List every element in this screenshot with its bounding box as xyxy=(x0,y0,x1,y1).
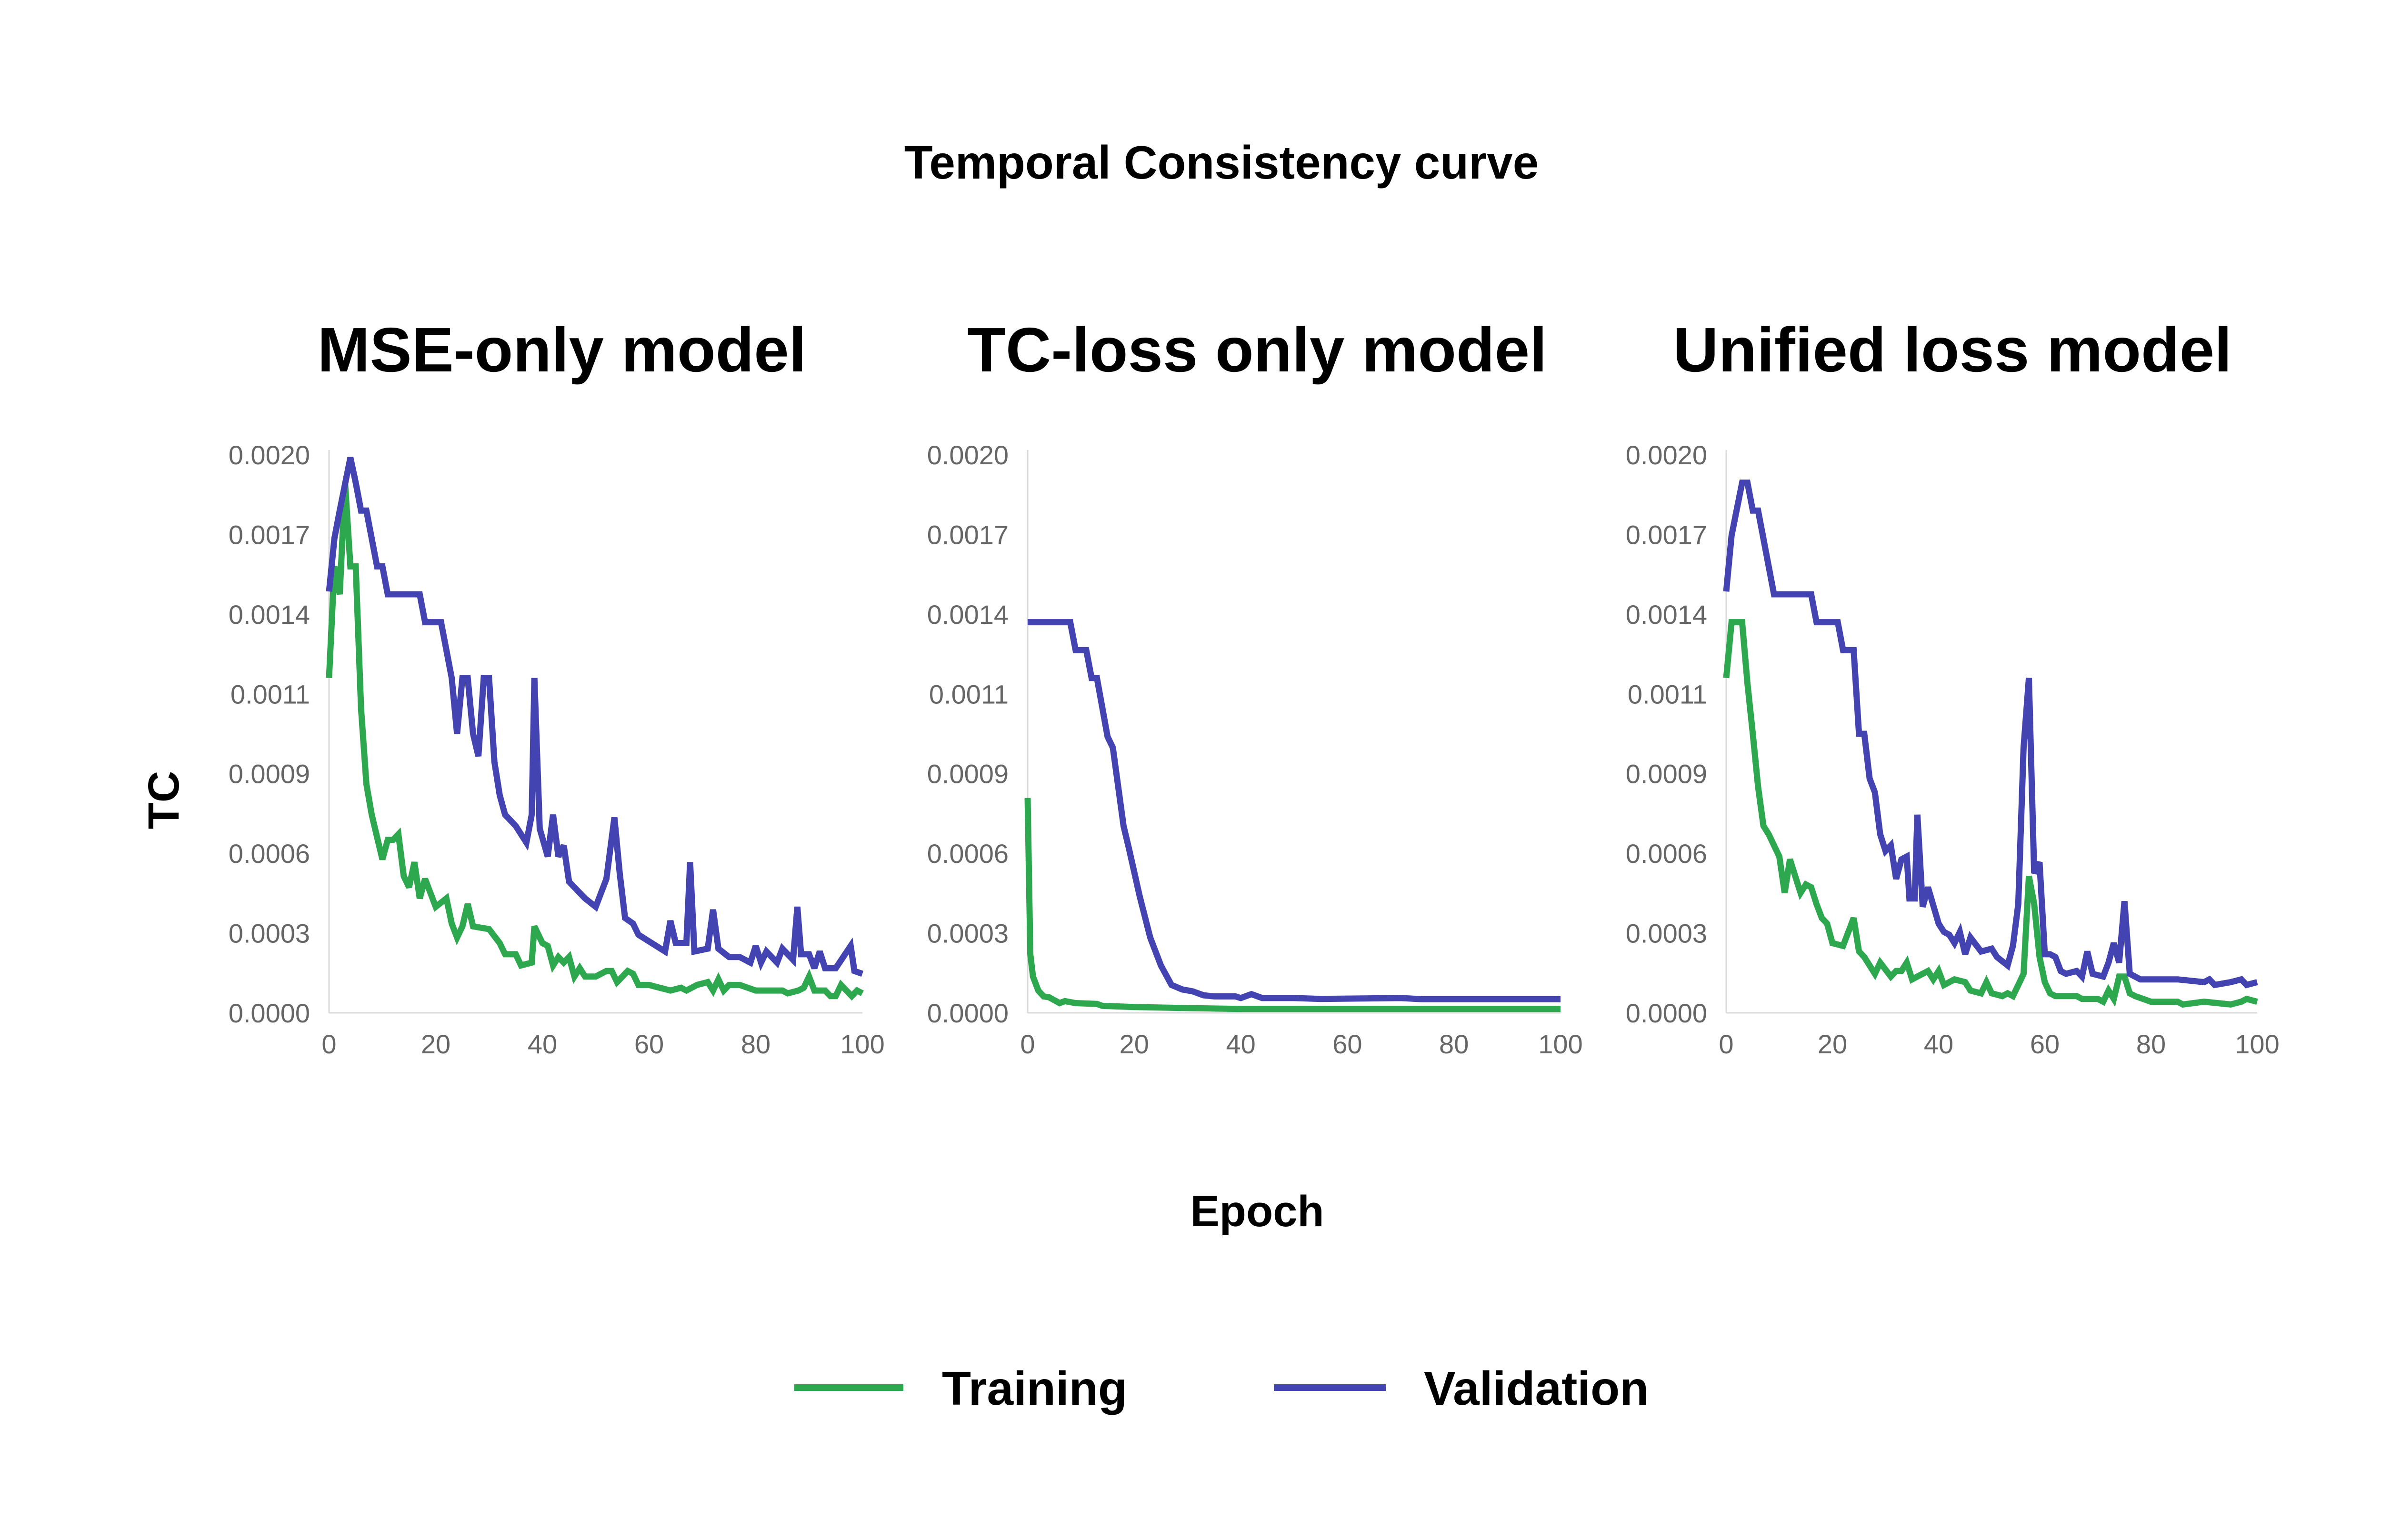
legend-training-label: Training xyxy=(942,1362,1127,1415)
subplot-mse: 0.0000 0.0003 0.0006 0.0009 0.0011 0.0014 0.00… xyxy=(229,440,885,1059)
x-tick-label: 60 xyxy=(1332,1029,1362,1059)
y-tick-label: 0.0020 xyxy=(927,440,1009,470)
figure-title: Temporal Consistency curve xyxy=(904,136,1539,189)
y-tick-label: 0.0009 xyxy=(1626,759,1707,789)
y-tick-label: 0.0009 xyxy=(229,759,310,789)
y-tick-label: 0.0000 xyxy=(229,998,310,1028)
x-tick-label: 20 xyxy=(1818,1029,1847,1059)
x-tick-label: 60 xyxy=(634,1029,664,1059)
series-line-validation xyxy=(1028,619,1561,1002)
y-tick-label: 0.0017 xyxy=(927,520,1009,550)
subplot-title-mse: MSE-only model xyxy=(318,315,807,385)
legend: Training Validation xyxy=(794,1362,1649,1415)
series-line-training xyxy=(1723,619,2258,1008)
series-line-validation xyxy=(326,457,864,977)
x-tick-label: 40 xyxy=(1924,1029,1953,1059)
x-tick-label: 40 xyxy=(1226,1029,1255,1059)
series-line-training xyxy=(326,482,864,1001)
y-axis-label: TC xyxy=(140,771,188,830)
y-tick-label: 0.0009 xyxy=(927,759,1009,789)
y-tick-label: 0.0011 xyxy=(929,679,1009,709)
x-axis-label: Epoch xyxy=(1190,1187,1324,1236)
y-tick-label: 0.0000 xyxy=(927,998,1009,1028)
x-tick-label: 100 xyxy=(840,1029,884,1059)
y-tick-label: 0.0003 xyxy=(229,919,310,949)
subplot-tc: 0.0000 0.0003 0.0006 0.0009 0.0011 0.0014 0.00… xyxy=(927,440,1583,1059)
plots: 0.0000 0.0003 0.0006 0.0009 0.0011 0.0014 0.00… xyxy=(229,440,2280,1059)
x-tick-label: 0 xyxy=(1020,1029,1035,1059)
y-tick-label: 0.0000 xyxy=(1626,998,1707,1028)
series-line-validation xyxy=(1723,480,2258,989)
series-line-training xyxy=(1024,798,1561,1012)
y-tick-label: 0.0017 xyxy=(1626,520,1707,550)
y-tick-label: 0.0011 xyxy=(1628,679,1707,709)
x-tick-label: 20 xyxy=(421,1029,450,1059)
y-tick-label: 0.0014 xyxy=(1626,600,1707,630)
x-tick-label: 60 xyxy=(2030,1029,2060,1059)
x-tick-label: 80 xyxy=(1439,1029,1469,1059)
y-tick-label: 0.0014 xyxy=(927,600,1009,630)
subplot-unified: 0.0000 0.0003 0.0006 0.0009 0.0011 0.0014 0.00… xyxy=(1626,440,2280,1059)
y-tick-label: 0.0003 xyxy=(927,919,1009,949)
legend-validation-label: Validation xyxy=(1424,1362,1649,1415)
x-tick-label: 100 xyxy=(1538,1029,1582,1059)
y-tick-label: 0.0006 xyxy=(229,839,310,869)
subplot-title-tc: TC-loss only model xyxy=(967,315,1547,385)
x-tick-label: 100 xyxy=(2235,1029,2279,1059)
x-tick-label: 20 xyxy=(1120,1029,1149,1059)
y-tick-label: 0.0003 xyxy=(1626,919,1707,949)
x-tick-label: 40 xyxy=(528,1029,557,1059)
x-tick-label: 80 xyxy=(2136,1029,2166,1059)
y-tick-label: 0.0006 xyxy=(1626,839,1707,869)
y-tick-label: 0.0017 xyxy=(229,520,310,550)
y-tick-label: 0.0006 xyxy=(927,839,1009,869)
y-tick-label: 0.0011 xyxy=(230,679,310,709)
x-tick-label: 80 xyxy=(741,1029,770,1059)
x-tick-label: 0 xyxy=(1719,1029,1733,1059)
x-tick-label: 0 xyxy=(321,1029,336,1059)
subplot-title-unified: Unified loss model xyxy=(1673,315,2232,385)
y-tick-label: 0.0020 xyxy=(1626,440,1707,470)
y-tick-label: 0.0020 xyxy=(229,440,310,470)
y-tick-label: 0.0014 xyxy=(229,600,310,630)
